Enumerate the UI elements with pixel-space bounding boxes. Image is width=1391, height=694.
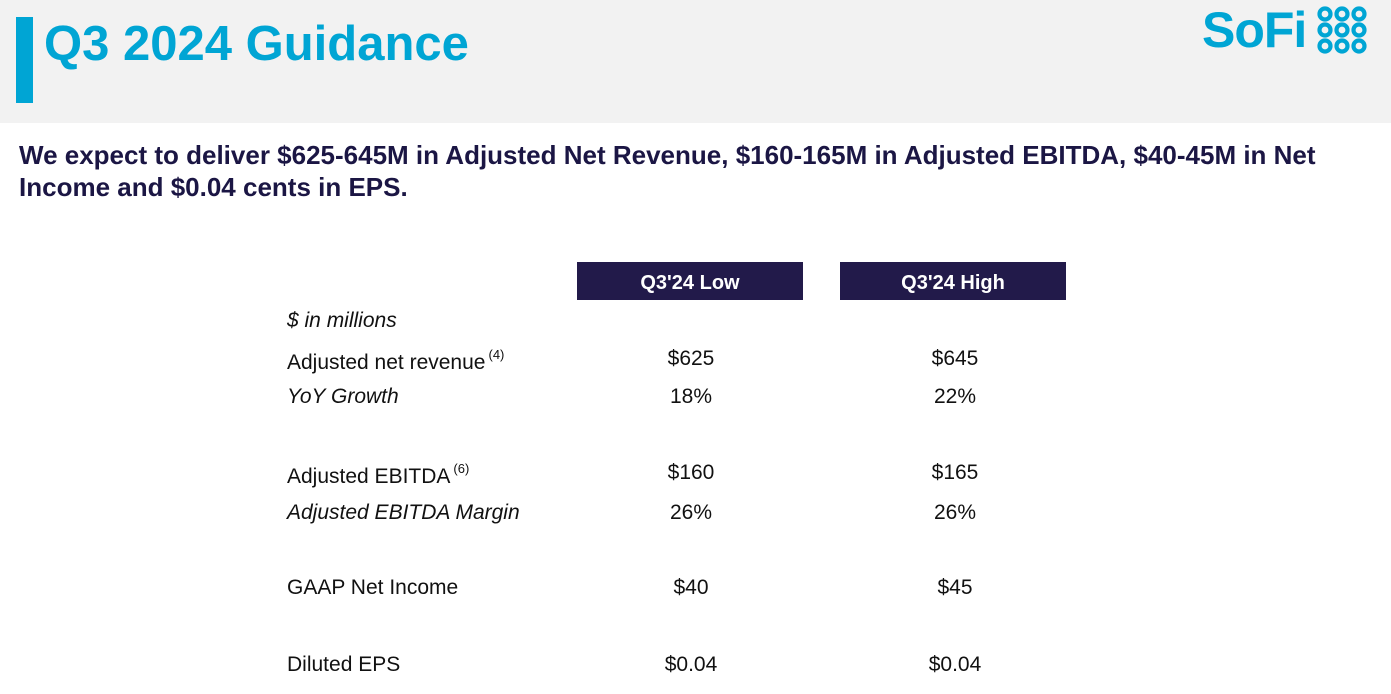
row-label-text: Adjusted EBITDA Margin [287,501,520,524]
cell-gaap-net-income-high: $45 [937,576,973,599]
row-label-adjusted-ebitda-margin: Adjusted EBITDA Margin [287,501,520,525]
footnote-marker: (4) [488,347,505,362]
cell-adjusted-ebitda-low: $160 [667,461,715,484]
cell-adjusted-ebitda-margin-low: 26% [669,501,713,524]
cell-adjusted-ebitda-high: $165 [931,461,979,484]
row-label-text: GAAP Net Income [287,576,459,599]
units-label: $ in millions [287,309,397,332]
cell-gaap-net-income-low: $40 [673,576,709,599]
cell-diluted-eps-low: $0.04 [664,653,718,676]
cell-yoy-growth-low: 18% [669,385,713,408]
guidance-summary: We expect to deliver $625-645M in Adjust… [19,140,1316,202]
row-label-text: YoY Growth [287,385,399,408]
title-accent-bar [16,17,33,103]
row-label-text: Adjusted net revenue [287,351,486,374]
row-label-text: Diluted EPS [287,653,401,676]
page-title: Q3 2024 Guidance [44,17,469,71]
row-label-gaap-net-income: GAAP Net Income [287,576,458,600]
sofi-dots-logo-icon [1317,6,1367,54]
cell-adjusted-net-revenue-low: $625 [667,347,715,370]
cell-diluted-eps-high: $0.04 [928,653,982,676]
logo-text: SoFi [1202,2,1307,58]
sofi-logo: SoFi [1202,3,1368,57]
column-header-low: Q3'24 Low [577,262,803,300]
row-label-diluted-eps: Diluted EPS [287,653,400,677]
row-label-text: Adjusted EBITDA [287,465,451,488]
header-band [0,0,1391,123]
column-header-high: Q3'24 High [840,262,1066,300]
cell-adjusted-net-revenue-high: $645 [931,347,979,370]
row-label-adjusted-ebitda: Adjusted EBITDA (6) [287,461,469,489]
cell-yoy-growth-high: 22% [933,385,977,408]
footnote-marker: (6) [453,461,470,476]
cell-adjusted-ebitda-margin-high: 26% [933,501,977,524]
row-label-adjusted-net-revenue: Adjusted net revenue (4) [287,347,504,375]
row-label-yoy-growth: YoY Growth [287,385,399,409]
